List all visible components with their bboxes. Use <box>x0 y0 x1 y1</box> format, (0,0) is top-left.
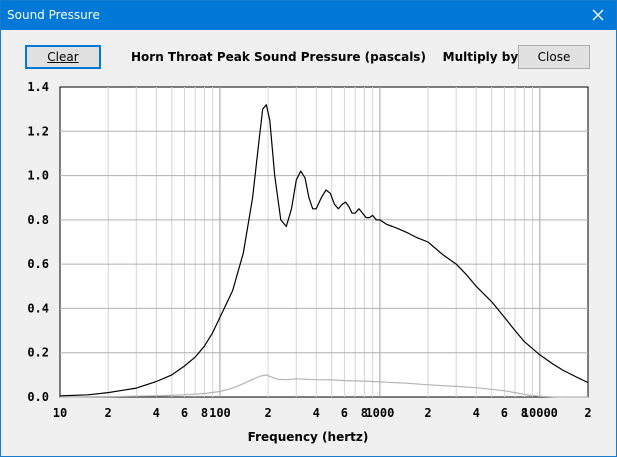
series-line-2 <box>59 374 588 398</box>
x-tick-label: 10000 <box>522 406 558 420</box>
series-line-1 <box>59 104 589 397</box>
x-tick-label: 4 <box>153 406 160 420</box>
y-tick-label: 0.8 <box>27 213 49 227</box>
x-tick-label: 8 <box>521 406 528 420</box>
x-tick-label: 6 <box>341 406 348 420</box>
y-tick-label: 1.2 <box>27 124 49 138</box>
y-tick-label: 1.4 <box>27 80 49 94</box>
x-tick-label: 8 <box>361 406 368 420</box>
clear-button[interactable]: Clear <box>25 45 101 69</box>
x-tick-label: 2 <box>584 406 591 420</box>
close-button[interactable]: Close <box>518 45 590 69</box>
x-tick-label: 2 <box>105 406 112 420</box>
y-tick-label: 1.0 <box>27 169 49 183</box>
y-tick-label: 0.6 <box>27 257 49 271</box>
x-tick-label: 1000 <box>365 406 394 420</box>
x-tick-label: 8 <box>201 406 208 420</box>
window-title: Sound Pressure <box>7 8 100 22</box>
x-tick-label: 2 <box>264 406 271 420</box>
x-tick-label: 6 <box>181 406 188 420</box>
grid <box>60 87 588 397</box>
close-button-label: Close <box>537 50 571 64</box>
clear-button-label: Clear <box>47 50 79 64</box>
x-tick-label: 100 <box>209 406 231 420</box>
title-bar: Sound Pressure <box>1 1 616 30</box>
series-lines <box>59 104 589 398</box>
y-tick-label: 0.2 <box>27 346 49 360</box>
y-tick-label: 0.0 <box>27 390 49 404</box>
x-tick-label: 2 <box>424 406 431 420</box>
y-tick-label: 0.4 <box>27 301 49 315</box>
x-tick-label: 6 <box>501 406 508 420</box>
x-tick-label: 4 <box>313 406 320 420</box>
x-tick-label: 4 <box>473 406 480 420</box>
y-axis: 0.0 0.2 0.4 0.6 0.8 1.0 1.2 1.4 <box>27 80 49 404</box>
plot-area <box>59 86 589 398</box>
x-axis-label: Frequency (hertz) <box>248 430 369 444</box>
x-tick-label: 10 <box>53 406 67 420</box>
close-icon[interactable] <box>586 4 610 26</box>
